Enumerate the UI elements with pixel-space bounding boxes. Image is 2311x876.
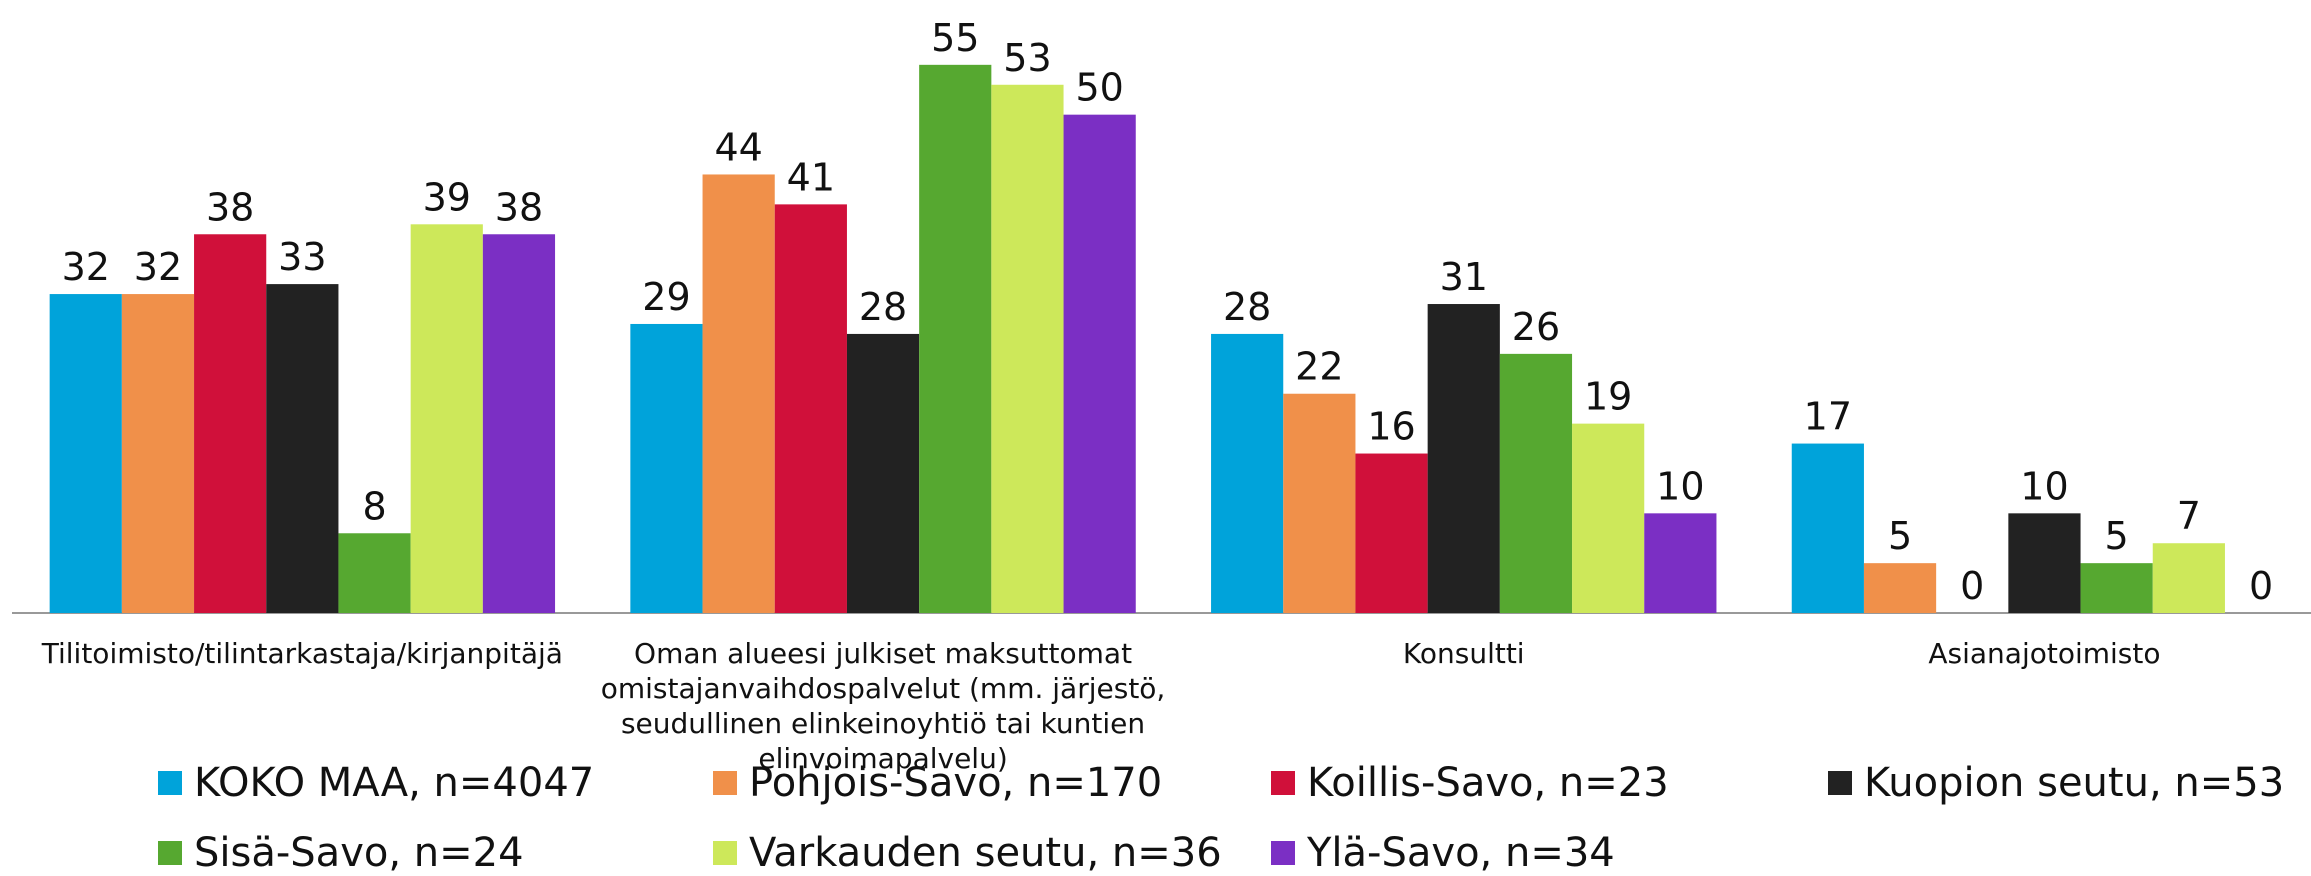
bar (1863, 563, 1937, 613)
data-label: 32 (134, 245, 182, 289)
legend-item: Varkauden seutu, n=36 (713, 830, 1222, 876)
data-label: 44 (714, 125, 762, 169)
data-label: 17 (1804, 395, 1852, 439)
data-label: 41 (787, 155, 835, 199)
bar (702, 174, 775, 613)
bar (2152, 543, 2225, 613)
data-label: 16 (1367, 405, 1415, 449)
legend-label: Varkauden seutu, n=36 (749, 830, 1222, 876)
data-label: 39 (423, 175, 471, 219)
legend-label: Koillis-Savo, n=23 (1307, 760, 1669, 806)
legend-swatch (1828, 771, 1852, 795)
legend-item: Ylä-Savo, n=34 (1271, 830, 1615, 876)
bar (1063, 114, 1136, 614)
bar (1355, 453, 1428, 613)
data-label: 33 (278, 235, 326, 279)
data-label: 22 (1295, 345, 1343, 389)
legend-item: Pohjois-Savo, n=170 (713, 760, 1162, 806)
bar (1572, 423, 1645, 613)
data-label: 5 (2105, 514, 2129, 558)
legend-item: KOKO MAA, n=4047 (158, 760, 594, 806)
legend-label: Pohjois-Savo, n=170 (749, 760, 1163, 806)
bar (1791, 443, 1864, 613)
data-label: 29 (642, 275, 690, 319)
x-tick-label: Asianajotoimisto (1928, 637, 2161, 670)
bar (1427, 304, 1500, 613)
legend-label: KOKO MAA, n=4047 (194, 760, 595, 806)
bar (49, 294, 122, 613)
bar (266, 284, 339, 613)
data-label: 53 (1003, 36, 1051, 80)
bar (194, 234, 267, 613)
data-label: 0 (1960, 564, 1984, 608)
legend-item: Kuopion seutu, n=53 (1828, 760, 2284, 806)
data-label: 38 (495, 185, 543, 229)
data-label: 7 (2177, 494, 2201, 538)
data-label: 19 (1584, 375, 1632, 419)
bar (919, 64, 992, 614)
bar (630, 323, 703, 613)
data-label: 26 (1512, 305, 1560, 349)
bar (774, 204, 847, 613)
data-label: 8 (362, 484, 386, 528)
legend-swatch (1271, 771, 1295, 795)
data-label: 5 (1888, 514, 1912, 558)
legend-swatch (158, 841, 182, 865)
legend-swatch (713, 841, 737, 865)
bar (846, 333, 920, 613)
legend-swatch (713, 771, 737, 795)
x-tick-label: Konsultti (1402, 637, 1525, 670)
bar (482, 234, 556, 613)
data-label: 28 (859, 285, 907, 329)
bar (2008, 513, 2081, 613)
data-label: 55 (931, 16, 979, 60)
legend-item: Koillis-Savo, n=23 (1271, 760, 1669, 806)
bar (1211, 333, 1284, 613)
bar (1499, 353, 1573, 613)
data-label: 38 (206, 185, 254, 229)
legend-label: Ylä-Savo, n=34 (1307, 830, 1615, 876)
bar (991, 84, 1064, 614)
data-label: 28 (1223, 285, 1271, 329)
bar (2080, 563, 2153, 613)
legend-label: Sisä-Savo, n=24 (194, 830, 524, 876)
legend-swatch (158, 771, 182, 795)
bar (1283, 393, 1356, 613)
data-label: 32 (62, 245, 110, 289)
data-label: 0 (2249, 564, 2273, 608)
bar (121, 294, 195, 613)
legend-label: Kuopion seutu, n=53 (1864, 760, 2285, 806)
data-label: 10 (1656, 464, 1704, 508)
legend-item: Sisä-Savo, n=24 (158, 830, 524, 876)
x-tick-label: Tilitoimisto/tilintarkastaja/kirjanpitäj… (41, 637, 563, 670)
legend-swatch (1271, 841, 1295, 865)
x-tick-label: Oman alueesi julkiset maksuttomat omista… (600, 637, 1166, 775)
bar (338, 533, 411, 613)
data-label: 10 (2020, 464, 2068, 508)
bar (410, 224, 483, 614)
bar (1644, 513, 1717, 613)
data-label: 50 (1075, 66, 1123, 110)
data-label: 31 (1440, 255, 1488, 299)
